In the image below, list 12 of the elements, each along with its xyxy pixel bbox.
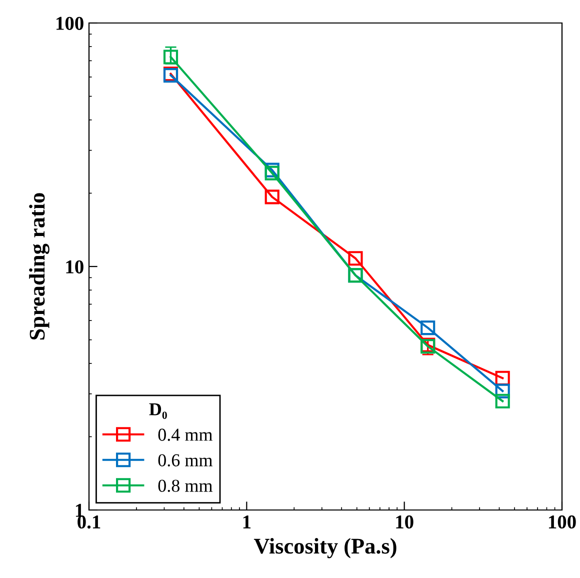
y-tick-label: 100 [56,16,84,30]
y-tick-label: 10 [66,260,84,274]
legend-label: 0.8 mm [158,480,212,492]
x-tick-label: 100 [548,515,576,529]
x-axis-title: Viscosity (Pa.s) [254,538,396,558]
y-axis-title: Spreading ratio [29,193,50,340]
legend-label: 0.4 mm [158,428,212,441]
x-tick-label: 0.1 [78,515,100,529]
legend-title: D₀ [149,403,167,419]
x-tick-label: 1 [243,516,251,528]
legend-label: 0.6 mm [158,454,212,466]
x-tick-label: 10 [396,515,414,529]
